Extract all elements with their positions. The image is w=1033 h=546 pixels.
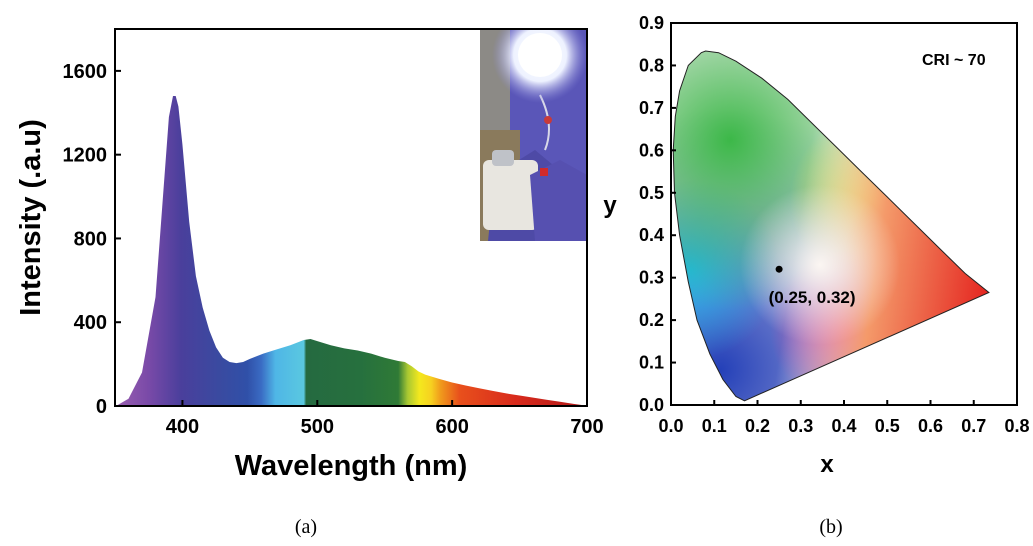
y-axis-label: y: [603, 192, 617, 219]
y-tick-label: 0.1: [639, 353, 664, 373]
y-tick-label: 0.4: [639, 225, 664, 245]
y-tick-label: 0.5: [639, 183, 664, 203]
x-tick-label: 0.3: [788, 416, 813, 436]
x-tick-label: 0.4: [831, 416, 856, 436]
y-tick-label: 800: [74, 228, 107, 250]
y-tick-label: 1200: [63, 145, 108, 167]
spectral-locus: [672, 50, 990, 402]
y-tick-label: 0.8: [639, 55, 664, 75]
x-tick-label: 500: [301, 416, 334, 438]
x-tick-label: 0.1: [702, 416, 727, 436]
x-tick-label: 0.6: [918, 416, 943, 436]
y-tick-label: 0.2: [639, 310, 664, 330]
x-tick-label: 0.2: [745, 416, 770, 436]
caption-a: (a): [295, 516, 317, 538]
y-tick-label: 400: [74, 312, 107, 334]
x-tick-label: 600: [435, 416, 468, 438]
y-tick-label: 0.7: [639, 98, 664, 118]
y-tick-label: 0: [96, 396, 107, 418]
x-tick-label: 700: [570, 416, 603, 438]
y-tick-label: 0.6: [639, 140, 664, 160]
y-tick-label: 1600: [63, 61, 108, 83]
x-tick-label: 400: [166, 416, 199, 438]
inset-photo: [480, 29, 587, 241]
cie-chart: 0.0 0.1 0.2 0.3 0.4 0.5 0.6 0.7 0.8 0.0 0.1 0.2 0.3 0…: [603, 13, 1029, 478]
x-tick-label: 0.0: [658, 416, 683, 436]
y-tick-label: 0.3: [639, 268, 664, 288]
y-tick-label: 0.9: [639, 13, 664, 33]
x-axis-label: x: [820, 451, 834, 478]
spectrum-area: [117, 96, 585, 406]
cie-color-field: [673, 51, 989, 401]
spectrum-chart: 400 500 600 700 0 400 800 1200 1600 Wavelength (n…: [15, 28, 604, 482]
x-axis-label: Wavelength (nm): [235, 450, 468, 482]
x-tick-label: 0.7: [961, 416, 986, 436]
x-tick-label: 0.5: [875, 416, 900, 436]
chromaticity-point: [775, 265, 783, 273]
y-axis-label: Intensity (.a.u): [15, 119, 47, 316]
cri-annotation: CRI ~ 70: [922, 52, 986, 69]
y-tick-label: 0.0: [639, 395, 664, 415]
battery-icon: [483, 160, 538, 230]
chromaticity-point-label: (0.25, 0.32): [769, 288, 856, 307]
x-tick-label: 0.8: [1004, 416, 1029, 436]
caption-b: (b): [819, 516, 842, 538]
